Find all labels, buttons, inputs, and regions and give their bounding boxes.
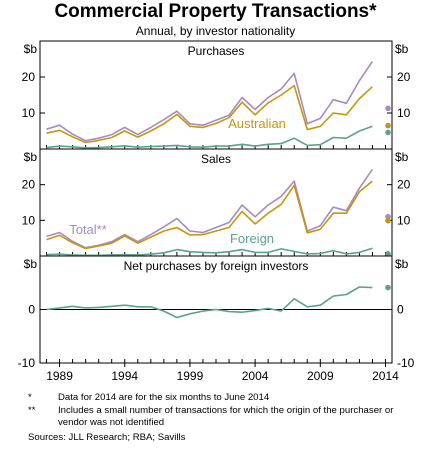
y-tick-label-right: 20 xyxy=(397,178,411,192)
label-total: Total** xyxy=(69,222,107,237)
footnote-1: * Data for 2014 are for the six months t… xyxy=(28,392,423,405)
panel-1-series-1-line xyxy=(46,61,374,142)
x-tick-label-2014: 2014 xyxy=(372,369,399,383)
panel-1-2014-dot-2 xyxy=(385,122,391,129)
panel-1-unit-right: $b xyxy=(395,42,409,56)
panel-1-series-3-line xyxy=(46,125,373,149)
panel-1-title: Purchases xyxy=(188,44,245,58)
panel-2-series-3-line xyxy=(46,247,373,257)
panel-3-title: Net purchases by foreign investors xyxy=(124,259,309,273)
panel-3-unit-right: $b xyxy=(395,257,409,271)
y-tick-label-left: 10 xyxy=(22,213,36,227)
panel-1-series-2-line xyxy=(46,84,373,144)
panel-3-unit-left: $b xyxy=(24,257,38,271)
y-tick-label-right: 20 xyxy=(397,70,411,84)
label-australian: Australian xyxy=(228,116,286,131)
y-tick-label-left: 20 xyxy=(22,70,36,84)
chart-canvas: $b $b 10 10 20 20 Purchases $b $b 10 10 20 20 Sales $b… xyxy=(18,40,415,383)
x-tick-label-2009: 2009 xyxy=(307,369,334,383)
panel-2-series-1-line xyxy=(46,168,374,249)
y-tick-label-left: 20 xyxy=(22,178,36,192)
panel-2-2014-dot-2 xyxy=(385,217,391,224)
chart-title: Commercial Property Transactions* xyxy=(54,1,377,22)
panel-2-2014-dot-1 xyxy=(385,213,391,220)
panel-2-title: Sales xyxy=(201,152,231,166)
label-foreign: Foreign xyxy=(230,231,274,246)
footnote-1-mark: * xyxy=(28,392,32,403)
x-tick-label-1994: 1994 xyxy=(111,369,138,383)
y-tick-label-left: 10 xyxy=(22,106,36,120)
footnote-2-mark: ** xyxy=(28,404,36,416)
footnote-2-text: Includes a small number of transactions … xyxy=(58,404,394,429)
y-tick-label-left: -10 xyxy=(18,356,36,370)
y-tick-label-right: 10 xyxy=(397,213,411,227)
footnote-2: ** Includes a small number of transactio… xyxy=(28,405,423,430)
y-tick-label-right: 0 xyxy=(397,303,404,317)
panel-3-2014-dot-1 xyxy=(385,284,391,291)
panel-1-unit-left: $b xyxy=(24,42,38,56)
x-tick-label-2004: 2004 xyxy=(242,369,269,383)
y-tick-label-right: 10 xyxy=(397,106,411,120)
footnotes: * Data for 2014 are for the six months t… xyxy=(28,392,423,444)
panel-2-unit-left: $b xyxy=(24,150,38,164)
panel-1-2014-dot-1 xyxy=(385,105,391,112)
x-tick-label-1999: 1999 xyxy=(177,369,204,383)
y-tick-label-right: -10 xyxy=(397,356,415,370)
x-tick-label-1989: 1989 xyxy=(46,369,73,383)
chart-subtitle: Annual, by investor nationality xyxy=(135,24,296,38)
panel-2-2014-dot-3 xyxy=(385,251,391,257)
panel-2-series-2-line xyxy=(46,180,373,250)
panel-1-2014-dot-3 xyxy=(385,129,391,136)
panel-2-unit-right: $b xyxy=(395,150,409,164)
sources: Sources: JLL Research; RBA; Savills xyxy=(28,431,186,443)
panel-3-series-1-line xyxy=(46,286,373,319)
footnote-1-text: Data for 2014 are for the six months to … xyxy=(58,392,270,403)
y-tick-label-left: 0 xyxy=(28,303,35,317)
